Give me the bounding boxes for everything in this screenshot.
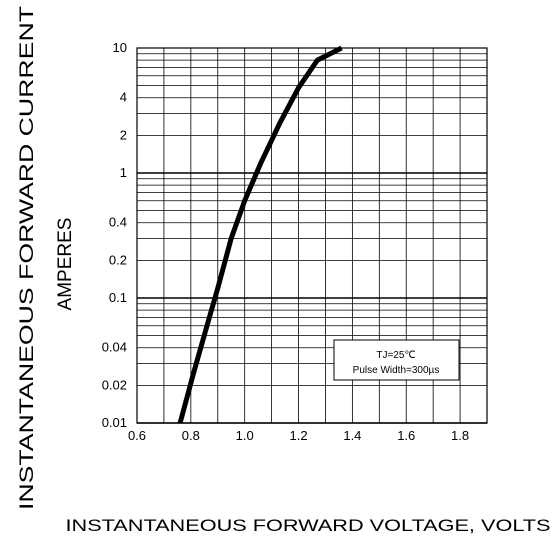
x-tick-label: 1.0	[236, 428, 254, 443]
annotation-pulse-width: Pulse Width=300µs	[353, 365, 440, 376]
y-tick-label: 0.04	[102, 340, 127, 355]
y-tick-label: 2	[120, 127, 127, 142]
annotation-frame	[333, 339, 460, 381]
annotation-temperature: TJ=25℃	[376, 350, 415, 361]
y-tick-label: 0.4	[109, 215, 127, 230]
y-tick-label: 1	[120, 165, 127, 180]
forward-current-curve	[177, 45, 343, 424]
x-axis-title: INSTANTANEOUS FORWARD VOLTAGE, VOLTS	[66, 516, 551, 535]
x-tick-label: 0.6	[128, 428, 146, 443]
tick-labels: 0.6 0.8 1.0 1.2 1.4 1.6 1.8 10 4 2 1 0.4 0.2 0.1 0.04 0…	[102, 40, 469, 443]
y-tick-label: 0.1	[109, 290, 127, 305]
x-tick-label: 0.8	[182, 428, 200, 443]
y-axis-title-line2: AMPERES	[55, 218, 76, 311]
y-tick-label: 4	[120, 90, 127, 105]
x-tick-label: 1.8	[451, 428, 469, 443]
y-tick-label: 10	[113, 40, 127, 55]
x-tick-label: 1.4	[343, 428, 361, 443]
y-tick-label: 0.02	[102, 377, 127, 392]
y-axis-title-line1: INSTANTANEOUS FORWARD CURRENT	[17, 5, 38, 510]
annotation-box: TJ=25℃ Pulse Width=300µs	[333, 339, 460, 381]
x-tick-label: 1.6	[397, 428, 415, 443]
y-tick-label: 0.01	[102, 415, 127, 430]
y-tick-label: 0.2	[109, 252, 127, 267]
plot-frame	[136, 47, 488, 424]
x-tick-label: 1.2	[289, 428, 307, 443]
